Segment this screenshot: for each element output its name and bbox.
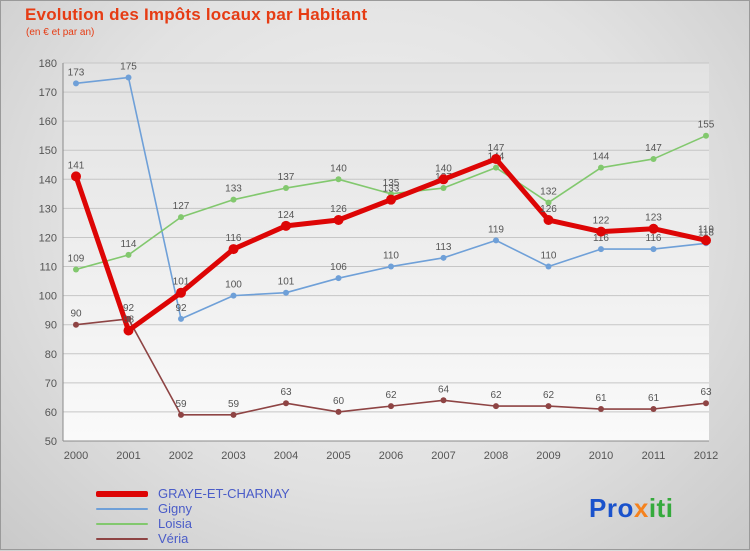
svg-text:140: 140: [435, 163, 452, 174]
svg-text:116: 116: [593, 233, 609, 244]
svg-text:122: 122: [593, 216, 610, 227]
svg-text:126: 126: [540, 204, 557, 215]
svg-text:61: 61: [595, 393, 607, 404]
svg-text:61: 61: [648, 393, 660, 404]
svg-text:2000: 2000: [64, 450, 88, 462]
legend-swatch-veria: [96, 537, 148, 540]
svg-text:119: 119: [488, 224, 504, 235]
svg-text:100: 100: [39, 291, 57, 303]
svg-text:2001: 2001: [116, 450, 140, 462]
svg-text:106: 106: [330, 262, 347, 273]
legend-swatch-loisia: [96, 522, 148, 525]
svg-text:2004: 2004: [274, 450, 298, 462]
svg-text:135: 135: [383, 178, 400, 189]
svg-text:63: 63: [280, 387, 292, 398]
svg-text:127: 127: [173, 201, 190, 212]
svg-text:113: 113: [436, 242, 452, 253]
legend-swatch-gigny: [96, 507, 148, 510]
svg-text:2010: 2010: [589, 450, 613, 462]
legend-swatch-graye-et-charnay: [96, 490, 148, 497]
svg-text:90: 90: [70, 309, 82, 320]
svg-text:133: 133: [225, 184, 242, 195]
page-subtitle: (en € et par an): [26, 27, 95, 38]
svg-text:2006: 2006: [379, 450, 403, 462]
svg-text:147: 147: [645, 143, 662, 154]
svg-text:120: 120: [39, 232, 57, 244]
svg-text:133: 133: [383, 184, 400, 195]
svg-text:110: 110: [383, 251, 399, 262]
legend-label-graye-et-charnay: GRAYE-ET-CHARNAY: [158, 485, 290, 501]
svg-text:170: 170: [39, 87, 57, 99]
svg-text:147: 147: [488, 143, 505, 154]
proxiti-logo: Proxiti: [589, 493, 673, 524]
svg-text:2007: 2007: [431, 450, 455, 462]
svg-text:70: 70: [45, 378, 57, 390]
svg-text:109: 109: [68, 253, 85, 264]
svg-text:124: 124: [278, 210, 295, 221]
svg-text:155: 155: [698, 120, 715, 131]
svg-text:59: 59: [228, 399, 240, 410]
page-title: Evolution des Impôts locaux par Habitant: [25, 5, 368, 24]
legend-label-veria: Véria: [158, 530, 189, 546]
svg-text:64: 64: [438, 384, 450, 395]
svg-text:62: 62: [543, 390, 555, 401]
legend-item-loisia: Loisia: [96, 516, 290, 531]
legend-item-gigny: Gigny: [96, 501, 290, 516]
svg-text:101: 101: [278, 277, 295, 288]
svg-text:2005: 2005: [326, 450, 350, 462]
svg-text:92: 92: [123, 303, 135, 314]
svg-text:100: 100: [225, 280, 242, 291]
legend-label-gigny: Gigny: [158, 500, 192, 516]
svg-text:123: 123: [645, 213, 662, 224]
logo-part-x: x: [633, 493, 649, 523]
legend-label-loisia: Loisia: [158, 515, 192, 531]
svg-text:2003: 2003: [221, 450, 245, 462]
chart-legend: GRAYE-ET-CHARNAY Gigny Loisia Véria: [96, 486, 290, 546]
svg-text:2009: 2009: [536, 450, 560, 462]
svg-text:62: 62: [490, 390, 502, 401]
svg-text:144: 144: [593, 152, 610, 163]
svg-text:126: 126: [330, 204, 347, 215]
svg-text:114: 114: [121, 239, 137, 250]
svg-text:80: 80: [45, 349, 57, 361]
legend-item-veria: Véria: [96, 531, 290, 546]
svg-text:118: 118: [698, 227, 714, 238]
svg-text:63: 63: [700, 387, 712, 398]
svg-text:2002: 2002: [169, 450, 193, 462]
svg-text:50: 50: [45, 436, 57, 448]
svg-text:59: 59: [175, 399, 187, 410]
svg-text:2011: 2011: [642, 450, 666, 462]
svg-text:140: 140: [330, 163, 347, 174]
svg-text:110: 110: [39, 262, 57, 274]
svg-text:180: 180: [39, 58, 57, 70]
svg-text:116: 116: [646, 233, 662, 244]
svg-text:119: 119: [698, 224, 714, 235]
svg-text:110: 110: [541, 251, 557, 262]
svg-text:150: 150: [39, 145, 57, 157]
svg-text:140: 140: [39, 174, 57, 186]
svg-text:2008: 2008: [484, 450, 508, 462]
svg-text:116: 116: [226, 233, 242, 244]
svg-text:141: 141: [68, 160, 85, 171]
svg-text:175: 175: [120, 62, 137, 73]
svg-text:132: 132: [540, 187, 557, 198]
legend-item-graye-et-charnay: GRAYE-ET-CHARNAY: [96, 486, 290, 501]
svg-text:60: 60: [45, 407, 57, 419]
logo-part-iti: iti: [648, 493, 674, 523]
svg-text:137: 137: [278, 172, 295, 183]
svg-text:92: 92: [175, 303, 187, 314]
svg-text:101: 101: [173, 277, 190, 288]
svg-text:60: 60: [333, 396, 345, 407]
svg-text:88: 88: [123, 315, 135, 326]
svg-text:90: 90: [45, 320, 57, 332]
logo-part-pro: Pro: [589, 493, 634, 523]
svg-text:2012: 2012: [694, 450, 718, 462]
svg-text:130: 130: [39, 203, 57, 215]
svg-text:160: 160: [39, 116, 57, 128]
svg-text:62: 62: [385, 390, 397, 401]
svg-text:173: 173: [68, 67, 85, 78]
